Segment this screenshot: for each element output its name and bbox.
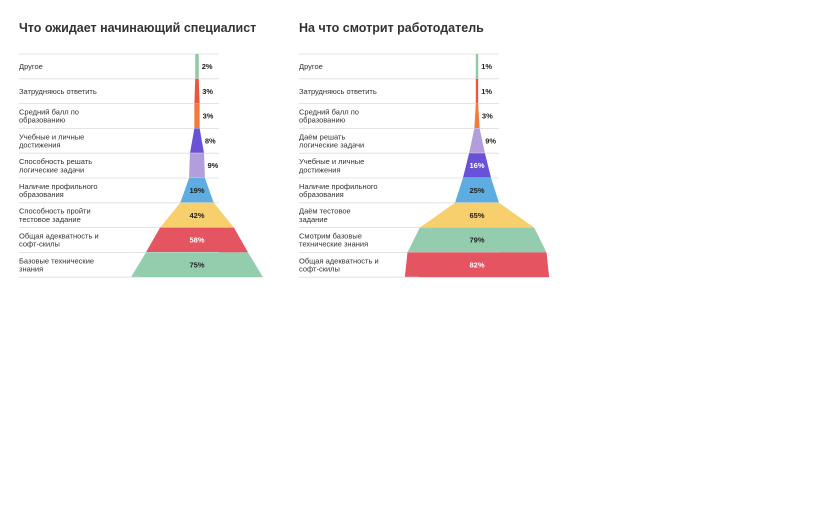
funnel-segment-left-1 bbox=[194, 78, 200, 104]
category-label: Способность пройти тестовое задание bbox=[19, 207, 91, 224]
funnel-segment-left-3 bbox=[189, 128, 205, 154]
value-label: 9% bbox=[207, 161, 218, 170]
funnel-segment-right-1 bbox=[475, 78, 479, 104]
funnel-segment-right-4 bbox=[462, 153, 492, 178]
funnel-segment-right-0 bbox=[475, 54, 479, 79]
chart-title-right: На что смотрит работодатель bbox=[299, 21, 484, 35]
funnel-panel-left: Что ожидает начинающий специалист Другое… bbox=[19, 0, 289, 300]
value-label: 58% bbox=[189, 236, 204, 245]
value-label: 3% bbox=[202, 87, 213, 96]
funnel-panel-right: На что смотрит работодатель Другое 1% Затр… bbox=[299, 0, 569, 300]
category-label: Наличие профильного образования bbox=[19, 182, 98, 199]
value-label: 8% bbox=[205, 136, 216, 145]
category-label: Средний балл по образованию bbox=[19, 108, 79, 125]
value-label: 3% bbox=[203, 112, 214, 121]
value-label: 25% bbox=[469, 186, 484, 195]
category-label: Средний балл по образованию bbox=[299, 108, 359, 125]
category-label: Общая адекватность и софт-скилы bbox=[299, 256, 379, 273]
category-label: Смотрим базовые технические знания bbox=[299, 232, 368, 249]
category-label: Учебные и личные достижения bbox=[19, 132, 84, 149]
funnel-segment-left-4 bbox=[189, 153, 205, 178]
funnel-segment-left-5 bbox=[180, 178, 214, 203]
category-label: Общая адекватность и софт-скилы bbox=[19, 232, 99, 249]
value-label: 42% bbox=[189, 211, 204, 220]
value-label: 1% bbox=[481, 87, 492, 96]
funnel-segment-right-8 bbox=[404, 252, 550, 278]
funnel-segment-left-0 bbox=[195, 54, 199, 79]
value-label: 19% bbox=[189, 186, 204, 195]
funnel-segment-left-7 bbox=[145, 227, 249, 253]
funnel-segment-left-2 bbox=[194, 103, 200, 129]
chart-title-left: Что ожидает начинающий специалист bbox=[19, 21, 257, 35]
funnel-segment-right-5 bbox=[455, 178, 499, 203]
category-label: Другое bbox=[299, 62, 323, 71]
category-label: Базовые технические знания bbox=[19, 256, 94, 273]
category-label: Наличие профильного образования bbox=[299, 182, 378, 199]
category-label: Затрудняюсь ответить bbox=[19, 87, 97, 96]
category-label: Даём тестовое задание bbox=[299, 207, 351, 224]
value-label: 2% bbox=[202, 62, 213, 71]
value-label: 16% bbox=[469, 161, 484, 170]
value-label: 82% bbox=[469, 260, 484, 269]
category-label: Другое bbox=[19, 62, 43, 71]
funnel-segment-right-2 bbox=[474, 103, 480, 129]
funnel-segment-right-3 bbox=[469, 128, 485, 154]
funnel-chart-right: Другое 1% Затрудняюсь ответить 1% Средний ба… bbox=[299, 53, 550, 278]
value-label: 75% bbox=[189, 260, 204, 269]
value-label: 65% bbox=[469, 211, 484, 220]
value-label: 3% bbox=[482, 112, 493, 121]
value-label: 79% bbox=[469, 236, 484, 245]
value-label: 9% bbox=[485, 136, 496, 145]
value-label: 1% bbox=[481, 62, 492, 71]
category-label: Способность решать логические задачи bbox=[19, 157, 92, 174]
funnel-segment-left-8 bbox=[131, 252, 263, 278]
category-label: Даём решать логические задачи bbox=[299, 132, 364, 149]
category-label: Учебные и личные достижения bbox=[299, 157, 364, 174]
funnel-segment-left-6 bbox=[160, 202, 234, 228]
funnel-chart-left: Другое 2% Затрудняюсь ответить 3% Средний ба… bbox=[19, 53, 263, 278]
category-label: Затрудняюсь ответить bbox=[299, 87, 377, 96]
funnel-segment-right-7 bbox=[407, 227, 547, 253]
funnel-segment-right-6 bbox=[419, 202, 535, 228]
